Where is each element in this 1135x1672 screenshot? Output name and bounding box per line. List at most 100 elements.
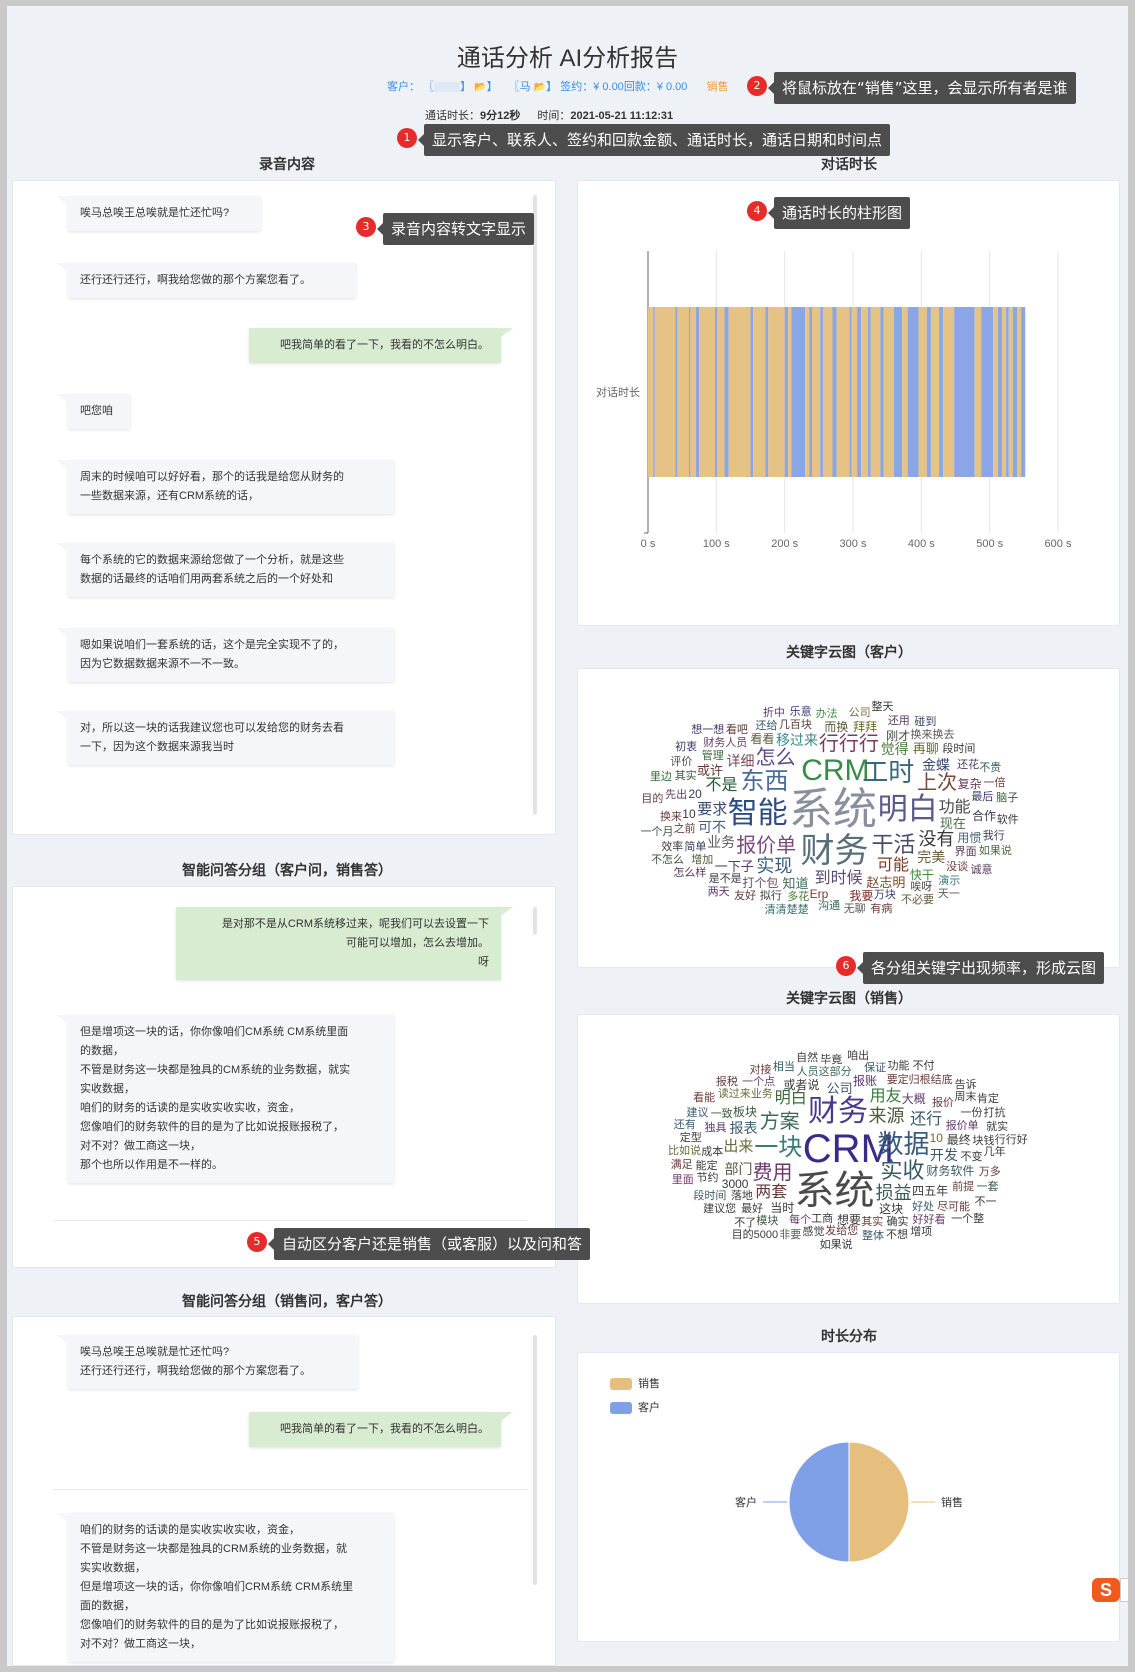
qa-customer-scrollbar[interactable]: [533, 907, 537, 935]
callout-6: 各分组关键字出现频率，形成云图: [856, 952, 1105, 984]
chat-line: 实实收数据，: [80, 1562, 146, 1574]
wordcloud-word: 打抗: [983, 1107, 1006, 1120]
pie-label: 销售: [941, 1495, 963, 1509]
wordcloud-word: 办法: [815, 707, 838, 720]
duration-value: 9分12秒: [480, 110, 521, 122]
qa-divider: [53, 1220, 527, 1221]
folder-icon[interactable]: 📂: [533, 82, 547, 93]
wordcloud-word: 感觉: [802, 1226, 825, 1239]
chat-bubble-left: 对，所以这一块的话我建议您也可以发给您的财务去看 一下，因为这个数据来源我当时: [56, 711, 394, 765]
wordcloud-word: 东西: [740, 767, 789, 795]
wordcloud-word: 财务人员: [703, 736, 748, 749]
chat-bubble-left: 每个系统的它的数据来源给您做了一个分析，就是这些 数据的话最终的话咱们用两套系统之…: [56, 543, 394, 597]
chat-line: 那个也所以作用是不一样的。: [80, 1159, 223, 1171]
folder-icon[interactable]: 📂: [474, 82, 487, 93]
legend-item-customer[interactable]: 客户: [610, 1399, 660, 1415]
customer-info-line: 客户： 〖】 📂】 〖马 📂】 签约：¥ 0.00回款：¥ 0.00 销售: [387, 81, 729, 93]
bar-segment-sales: [918, 307, 927, 477]
wordcloud-word: 行行行: [818, 733, 879, 756]
input-method-tab[interactable]: [1120, 1578, 1128, 1602]
contact-link[interactable]: 〖马: [508, 81, 531, 93]
wordcloud-word: 没谈: [946, 860, 969, 873]
chat-bubble-right: 吧我简单的看了一下，我看的不怎么明白。: [249, 1412, 513, 1447]
wordcloud-word: 财务: [800, 832, 869, 871]
wordcloud-word: 一块: [754, 1134, 803, 1162]
wordcloud-word: 不必要: [900, 894, 934, 907]
pie-slice-customer: [788, 1441, 850, 1563]
bar-segment-customer: [1006, 307, 1009, 477]
wordcloud-word: 非要: [779, 1228, 802, 1241]
wordcloud-word: 当时: [770, 1201, 795, 1216]
bar-segment-sales: [930, 307, 940, 477]
wordcloud-word: 详细: [726, 753, 755, 770]
call-info-line: 通话时长：9分12秒 时间：2021-05-21 11:12:31: [425, 107, 673, 123]
wordcloud-word: 发给您: [825, 1225, 859, 1238]
wordcloud-word: 最好: [741, 1203, 764, 1216]
wordcloud-word: 目的5000: [731, 1228, 779, 1241]
recording-scrollbar[interactable]: [533, 195, 537, 815]
bar-segment-customer: [926, 307, 931, 477]
bar-segment-customer: [1021, 307, 1026, 477]
y-category-label: 对话时长: [596, 385, 640, 399]
bar-segment-sales: [993, 307, 998, 477]
legend-item-sales[interactable]: 销售: [610, 1375, 660, 1391]
wordcloud-word: 折中: [762, 707, 785, 720]
bar-segment-sales: [768, 307, 785, 477]
wordcloud-word: 大概: [901, 1092, 926, 1107]
chat-line: 对，所以这一块的话我建议您也可以发给您的财务去看: [80, 722, 344, 734]
wordcloud-word: 报价单: [736, 835, 797, 858]
bar-segment-sales: [1001, 307, 1007, 477]
wordcloud-word: 系统: [794, 1169, 875, 1214]
input-method-icon[interactable]: S: [1092, 1578, 1120, 1602]
wordcloud-word: 咱出: [847, 1050, 870, 1063]
wordcloud-word: 换来换去: [910, 728, 955, 741]
owner-link[interactable]: 销售: [706, 81, 729, 93]
pie-title: 时长分布: [821, 1328, 877, 1344]
wordcloud-word: 天一: [937, 888, 960, 901]
wordcloud-word: 好处: [912, 1201, 935, 1214]
callout-badge-1: 1: [397, 128, 417, 148]
wordcloud-word: 是不是: [708, 872, 742, 885]
wordcloud-word: 20: [688, 787, 702, 802]
qa-sales-title: 智能问答分组（销售问，客户答）: [182, 1293, 392, 1309]
chat-line: 一些数据来源，还有CRM系统的话，: [80, 490, 260, 502]
wordcloud-word: 知道: [782, 876, 809, 892]
chat-line: 还行还行还行，啊我给您做的那个方案您看了。: [80, 1365, 311, 1377]
wordcloud-word: 来源: [868, 1106, 905, 1127]
wordcloud-word: 我要: [849, 889, 874, 904]
wordcloud-word: 如果说: [978, 845, 1012, 858]
wordcloud-word: 干活: [871, 832, 916, 858]
wordcloud-word: 复杂: [957, 777, 982, 792]
customer-link[interactable]: 〖】: [423, 81, 472, 93]
wordcloud-word: 成本: [701, 1145, 724, 1158]
callout-badge-3: 3: [356, 217, 376, 237]
wordcloud-word: 明白: [774, 1090, 807, 1108]
qa-sales-scrollbar[interactable]: [533, 1335, 537, 1585]
bar-segment-customer: [981, 307, 994, 477]
wordcloud-word: 报账: [853, 1074, 878, 1089]
chat-line: 您像咱们的财务软件的目的是为了比如说报账报税了，: [80, 1619, 344, 1631]
bar-segment-customer: [868, 307, 871, 477]
bar-segment-sales: [717, 307, 725, 477]
recording-panel[interactable]: 唉马总唉王总唉就是忙还忙吗? 还行还行还行，啊我给您做的那个方案您看了。 吧我简单的…: [12, 180, 556, 835]
wordcloud-word: 对接: [749, 1063, 772, 1076]
bar-segment-sales: [1008, 307, 1013, 477]
wordcloud-word: 实现: [756, 856, 793, 877]
bar-segment-sales: [851, 307, 858, 477]
wordcloud-word: 报价: [931, 1097, 954, 1110]
qa-customer-panel[interactable]: 是对那不是从CRM系统移过来，呢我们可以去设置一下 可能可以增加，怎么去增加。呀但…: [12, 886, 556, 1268]
duration-bar-chart: 0 s 100 s 200 s 300 s 400 s 500 s 600 s 对话时长: [596, 251, 1072, 550]
bar-segment-sales: [690, 307, 696, 477]
time-label: 时间：: [537, 110, 571, 122]
chat-line: 吧我简单的看了一下，我看的不怎么明白。: [280, 339, 489, 351]
wordcloud-word: 毕竟: [820, 1053, 843, 1066]
wordcloud-word: 简单: [684, 841, 707, 854]
wordcloud-word: 还给: [755, 719, 778, 732]
bar-segment-customer: [939, 307, 944, 477]
wordcloud-word: 还有: [673, 1118, 696, 1131]
qa-customer-title: 智能问答分组（客户问，销售答）: [182, 862, 392, 878]
qa-sales-panel[interactable]: 唉马总唉王总唉就是忙还忙吗? 还行还行还行，啊我给您做的那个方案您看了。 吧我简单的…: [12, 1316, 556, 1666]
callout-1: 显示客户、联系人、签约和回款金额、通话时长，通话日期和时间点: [417, 124, 891, 156]
chat-line: 对不对？做工商这一块，: [80, 1140, 201, 1152]
wordcloud-word: CRM: [802, 1127, 894, 1171]
